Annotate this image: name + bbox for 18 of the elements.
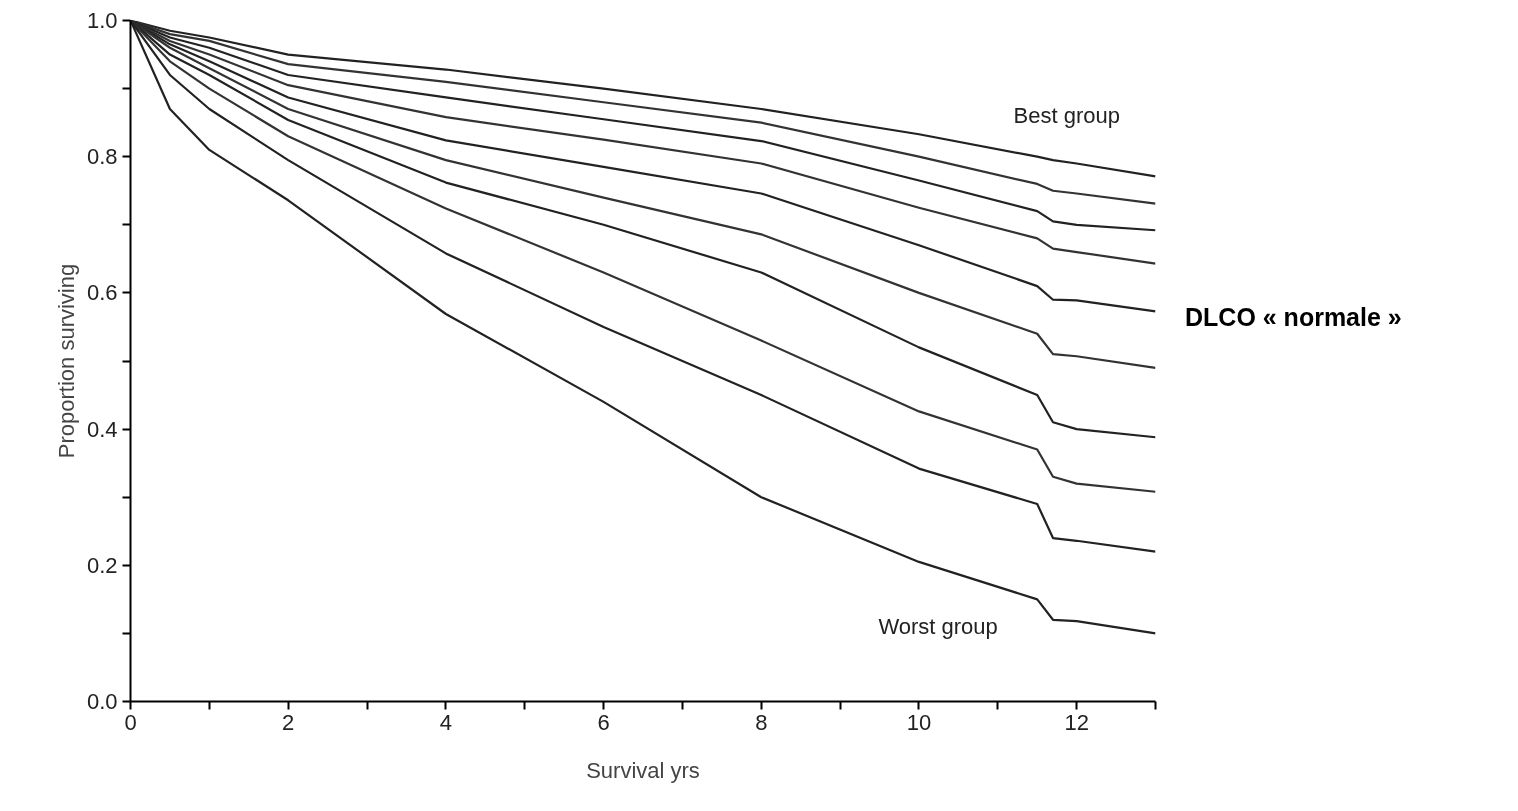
x-tick-label: 2 (282, 709, 295, 735)
y-tick-label: 0.2 (86, 552, 118, 578)
y-axis-title: Proportion surviving (53, 263, 79, 459)
annotation: Best group (1013, 103, 1121, 129)
x-tick-label: 0 (124, 709, 137, 735)
y-tick-label: 0.6 (86, 280, 118, 306)
x-tick-label: 4 (439, 709, 453, 735)
x-tick-label: 8 (755, 709, 768, 735)
text: DLCO « normale » (1185, 302, 1402, 333)
x-tick-label: 6 (597, 709, 610, 735)
x-tick-label: 12 (1064, 709, 1089, 735)
y-tick-label: 1.0 (86, 8, 118, 33)
x-axis-title: Survival yrs (586, 757, 700, 783)
x-tick-label: 10 (906, 709, 932, 735)
y-tick-label: 0.0 (86, 689, 118, 714)
annotation: Worst group (878, 614, 998, 640)
y-tick-label: 0.8 (86, 144, 118, 170)
y-tick-label: 0.4 (86, 416, 118, 442)
